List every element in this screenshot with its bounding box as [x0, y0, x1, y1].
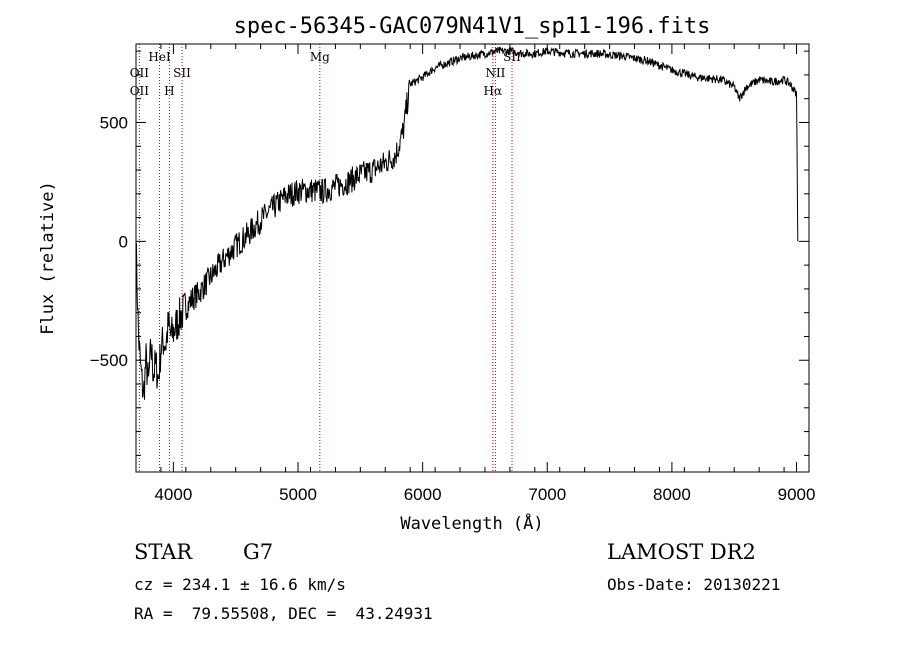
x-tick-label: 4000 [154, 485, 192, 504]
marker-label-0-0: OII [130, 66, 150, 80]
plot-frame [135, 43, 810, 473]
survey-name: LAMOST DR2 [607, 540, 756, 564]
chart-title: spec-56345-GAC079N41V1_sp11-196.fits [234, 14, 711, 39]
marker-label-4-0: Mg [310, 50, 330, 64]
marker-label-6-0: NII [485, 66, 505, 80]
x-tick-label: 7000 [528, 485, 566, 504]
object-class: STAR [134, 540, 193, 564]
marker-label-0-1: OII [130, 84, 150, 98]
x-tick-label: 5000 [279, 485, 317, 504]
x-tick-label: 9000 [778, 485, 816, 504]
y-tick-label: 500 [100, 113, 128, 132]
obs-date: Obs-Date: 20130221 [607, 575, 781, 594]
y-axis-ticks: −500 0 500 [90, 50, 809, 456]
marker-label-1-0: HeI [148, 50, 171, 64]
marker-label-2-0: H [164, 84, 174, 98]
x-axis-ticks: 4000 5000 6000 7000 8000 9000 [135, 44, 816, 504]
emission-line-markers: OII OII HeI H SII Mg Hα NII SII [130, 44, 521, 472]
x-tick-label: 6000 [404, 485, 442, 504]
coordinates: RA = 79.55508, DEC = 43.24931 [134, 604, 433, 623]
y-axis-label: Flux (relative) [38, 181, 58, 335]
marker-label-5-0: Hα [484, 84, 503, 98]
y-tick-label: −500 [90, 351, 128, 370]
x-axis-label: Wavelength (Å) [400, 512, 543, 534]
x-tick-label: 8000 [653, 485, 691, 504]
spectrum-line [135, 46, 799, 400]
marker-label-7-0: SII [503, 50, 521, 64]
redshift-cz: cz = 234.1 ± 16.6 km/s [134, 575, 346, 594]
object-subclass: G7 [243, 540, 274, 564]
y-tick-label: 0 [119, 232, 128, 251]
marker-label-3-0: SII [173, 66, 191, 80]
